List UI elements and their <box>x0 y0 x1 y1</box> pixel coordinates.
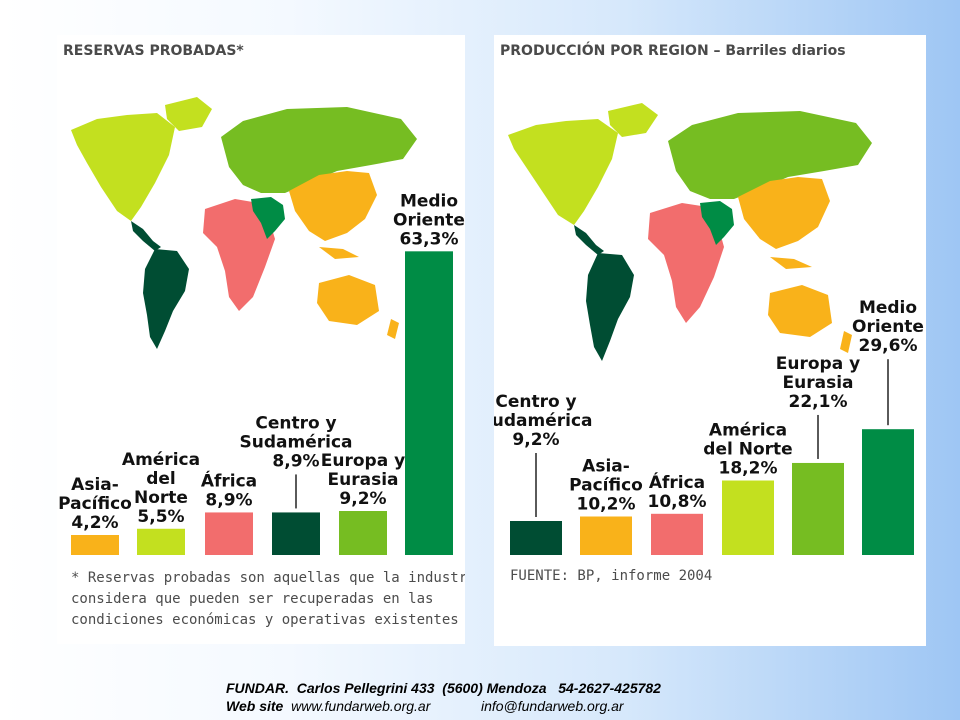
world-map <box>71 97 417 349</box>
map-africa <box>648 203 724 323</box>
bar-america-del-norte <box>137 528 185 555</box>
category-label-america-del-norte: América <box>122 450 200 470</box>
category-label-america-del-norte: Norte <box>134 488 188 508</box>
production-chart: Centro ySudamérica9,2% Asia-Pacífico10,2%… <box>494 103 924 555</box>
bar-africa <box>651 513 703 555</box>
production-source: FUENTE: BP, informe 2004 <box>510 568 713 584</box>
bar-label-america-del-norte: América del Norte 5,5% <box>122 450 200 527</box>
map-new-zealand <box>387 319 399 339</box>
reserves-chart-title: RESERVAS PROBADAS* <box>63 43 244 59</box>
bar-europa-y-eurasia <box>339 511 387 555</box>
bar-label-centro-y-sudamerica: Centro ySudamérica9,2% <box>494 392 593 450</box>
category-label-centro-y-sudamerica: Centro y <box>255 413 336 433</box>
category-label-centro-y-sudamerica: Sudamérica <box>494 411 593 431</box>
category-label-europa-y-eurasia: Eurasia <box>328 470 399 490</box>
bar-africa <box>205 512 253 555</box>
bar-label-medio-oriente: Medio Oriente 29,6% <box>852 298 924 356</box>
category-label-medio-oriente: Medio <box>859 298 917 318</box>
value-label-centro-y-sudamerica: 9,2% <box>512 430 559 450</box>
category-label-asia-pacifico: Asia- <box>71 475 119 495</box>
production-panel: PRODUCCIÓN POR REGION – Barriles diarios… <box>494 35 926 646</box>
map-north-america <box>71 113 175 221</box>
category-label-asia-pacifico: Pacífico <box>569 476 643 496</box>
category-label-medio-oriente: Medio <box>400 191 458 211</box>
map-asia-pacific <box>289 171 377 241</box>
value-label-africa: 10,8% <box>648 492 707 512</box>
production-chart-title: PRODUCCIÓN POR REGION – Barriles diarios <box>500 43 846 59</box>
reserves-bars: Asia-Pacífico 4,2%América del Norte 5,5%Áfri… <box>58 191 465 555</box>
value-label-medio-oriente: 29,6% <box>859 336 918 356</box>
value-label-medio-oriente: 63,3% <box>400 229 459 249</box>
footer-address: Carlos Pellegrini 433 (5600) Mendoza 54-… <box>296 680 661 696</box>
reserves-footnote: * Reservas probadas son aquellas que la … <box>71 570 465 628</box>
footer-website-link[interactable]: www.fundarweb.org.ar <box>291 698 431 714</box>
value-label-america-del-norte: 18,2% <box>719 459 778 479</box>
bar-centro-y-sudamerica <box>272 512 320 555</box>
map-indonesia <box>770 257 812 269</box>
production-bars: Centro ySudamérica9,2% Asia-Pacífico10,2%… <box>494 298 924 555</box>
category-label-europa-y-eurasia: Europa y <box>321 451 405 471</box>
footer-email-link[interactable]: info@fundarweb.org.ar <box>480 698 624 714</box>
bar-label-europa-y-eurasia: Europa y Eurasia 9,2% <box>321 451 405 509</box>
map-africa <box>203 199 275 311</box>
map-greenland <box>165 97 212 131</box>
footer-website-label: Web site <box>226 698 284 714</box>
map-middle-east <box>700 201 734 245</box>
bar-label-medio-oriente: Medio Oriente 63,3% <box>393 191 465 249</box>
map-central-america <box>131 221 161 251</box>
map-australia <box>768 285 832 337</box>
bar-label-africa: África 10,8% <box>648 471 707 512</box>
footer: FUNDAR. Carlos Pellegrini 433 (5600) Men… <box>226 679 661 715</box>
bar-asia-pacifico <box>71 535 119 555</box>
category-label-medio-oriente: Oriente <box>393 210 465 230</box>
value-label-africa: 8,9% <box>205 490 252 510</box>
category-label-asia-pacifico: Asia- <box>582 457 630 477</box>
bar-medio-oriente <box>405 251 453 555</box>
value-label-america-del-norte: 5,5% <box>137 507 184 527</box>
map-north-america <box>508 119 618 225</box>
category-label-medio-oriente: Oriente <box>852 317 924 337</box>
bar-label-africa: África 8,9% <box>201 469 257 510</box>
world-map <box>508 103 872 361</box>
category-label-america-del-norte: América <box>709 421 787 441</box>
bar-europa-y-eurasia <box>792 462 844 555</box>
category-label-africa: África <box>649 471 705 493</box>
category-label-centro-y-sudamerica: Sudamérica <box>240 432 353 452</box>
map-south-america <box>143 249 189 349</box>
map-new-zealand <box>840 331 852 353</box>
footer-org: FUNDAR. <box>226 680 289 696</box>
map-middle-east <box>251 197 285 239</box>
map-europe-eurasia <box>668 111 872 199</box>
category-label-europa-y-eurasia: Eurasia <box>783 373 854 393</box>
bar-label-asia-pacifico: Asia-Pacífico 10,2% <box>569 457 643 515</box>
value-label-centro-y-sudamerica: 8,9% <box>272 451 319 471</box>
value-label-europa-y-eurasia: 22,1% <box>789 392 848 412</box>
bar-label-europa-y-eurasia: Europa y Eurasia 22,1% <box>776 354 860 412</box>
map-australia <box>317 275 379 325</box>
bar-label-centro-y-sudamerica: Centro y Sudamérica 8,9% <box>240 413 353 471</box>
map-central-america <box>574 225 604 255</box>
category-label-centro-y-sudamerica: Centro y <box>495 392 576 412</box>
map-europe-eurasia <box>221 107 417 193</box>
bar-america-del-norte <box>722 480 774 555</box>
value-label-asia-pacifico: 10,2% <box>577 495 636 515</box>
map-south-america <box>586 253 634 361</box>
map-greenland <box>608 103 658 137</box>
bar-label-asia-pacifico: Asia-Pacífico 4,2% <box>58 475 132 533</box>
category-label-america-del-norte: del Norte <box>703 440 792 460</box>
reserves-chart: Asia-Pacífico 4,2%América del Norte 5,5%Áfri… <box>58 97 465 555</box>
bar-label-america-del-norte: América del Norte 18,2% <box>703 421 792 479</box>
map-asia-pacific <box>738 177 830 249</box>
category-label-asia-pacifico: Pacífico <box>58 494 132 514</box>
value-label-asia-pacifico: 4,2% <box>71 513 118 533</box>
category-label-africa: África <box>201 469 257 491</box>
category-label-europa-y-eurasia: Europa y <box>776 354 860 374</box>
bar-asia-pacifico <box>580 516 632 555</box>
reserves-panel: RESERVAS PROBADAS* Asia-Pacífico 4,2% Amér… <box>57 35 465 644</box>
map-indonesia <box>319 247 359 259</box>
value-label-europa-y-eurasia: 9,2% <box>339 489 386 509</box>
bar-medio-oriente <box>862 429 914 555</box>
category-label-america-del-norte: del <box>146 469 176 489</box>
bar-centro-y-sudamerica <box>510 521 562 555</box>
